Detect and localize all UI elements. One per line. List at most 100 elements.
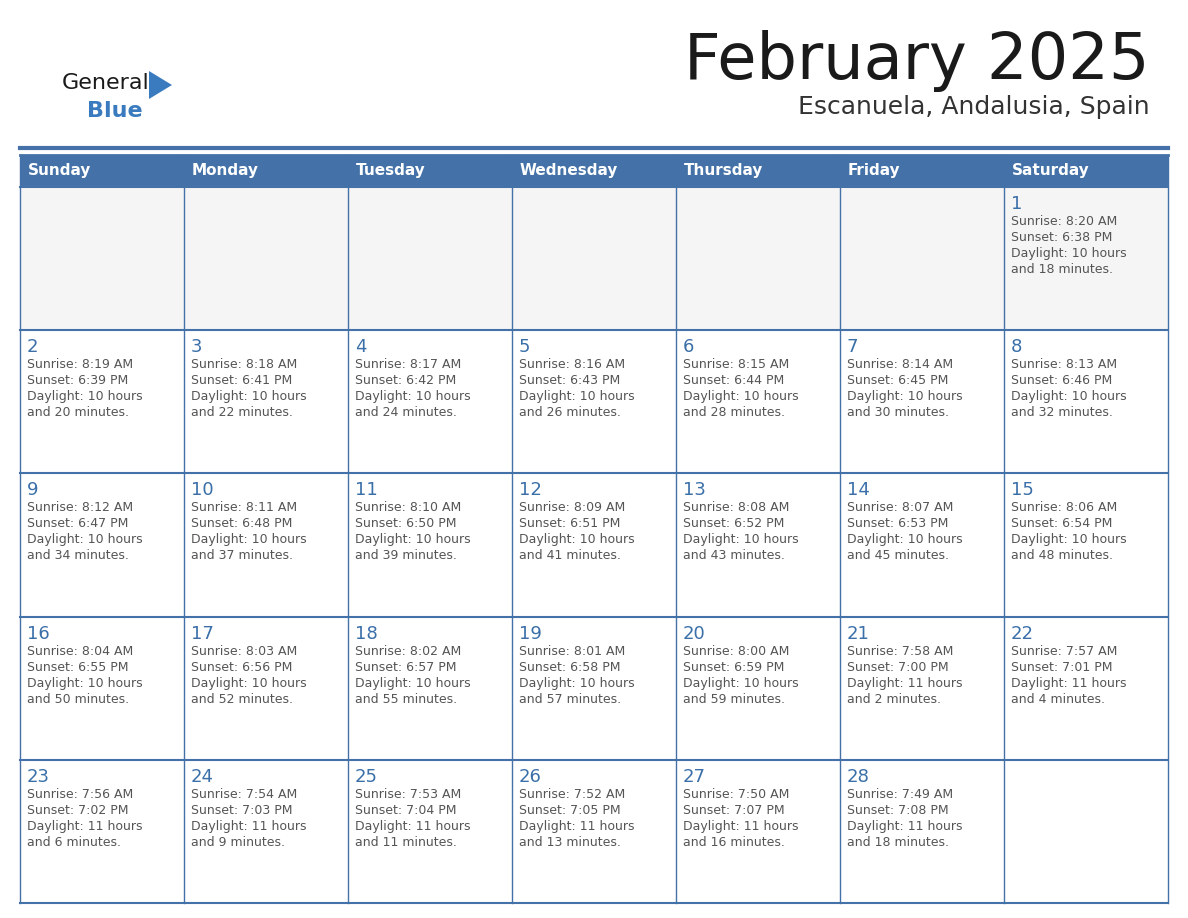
- Text: Sunset: 6:52 PM: Sunset: 6:52 PM: [683, 518, 784, 531]
- Text: Sunrise: 8:02 AM: Sunrise: 8:02 AM: [355, 644, 461, 657]
- Text: 2: 2: [27, 338, 38, 356]
- Text: Sunset: 6:44 PM: Sunset: 6:44 PM: [683, 375, 784, 387]
- Text: Sunset: 6:48 PM: Sunset: 6:48 PM: [191, 518, 292, 531]
- Text: 12: 12: [519, 481, 542, 499]
- Bar: [1004, 760, 1168, 903]
- Text: 5: 5: [519, 338, 531, 356]
- Text: Daylight: 10 hours: Daylight: 10 hours: [355, 533, 470, 546]
- Bar: [676, 760, 840, 903]
- Bar: [348, 330, 512, 474]
- Text: Sunset: 7:01 PM: Sunset: 7:01 PM: [1011, 661, 1112, 674]
- Text: 8: 8: [1011, 338, 1023, 356]
- Text: and 41 minutes.: and 41 minutes.: [519, 549, 621, 563]
- Text: Sunset: 6:46 PM: Sunset: 6:46 PM: [1011, 375, 1112, 387]
- Text: and 45 minutes.: and 45 minutes.: [847, 549, 949, 563]
- Text: and 20 minutes.: and 20 minutes.: [27, 406, 129, 420]
- Text: Daylight: 10 hours: Daylight: 10 hours: [191, 677, 307, 689]
- Text: 16: 16: [27, 624, 50, 643]
- Text: Sunrise: 7:57 AM: Sunrise: 7:57 AM: [1011, 644, 1118, 657]
- Text: 17: 17: [191, 624, 214, 643]
- Bar: [512, 155, 676, 187]
- Bar: [840, 760, 1004, 903]
- Bar: [348, 155, 512, 187]
- Text: Daylight: 10 hours: Daylight: 10 hours: [191, 390, 307, 403]
- Text: Daylight: 11 hours: Daylight: 11 hours: [847, 677, 962, 689]
- Bar: [184, 617, 348, 760]
- Bar: [840, 187, 1004, 330]
- Bar: [512, 474, 676, 617]
- Text: Sunset: 6:43 PM: Sunset: 6:43 PM: [519, 375, 620, 387]
- Text: and 32 minutes.: and 32 minutes.: [1011, 406, 1113, 420]
- Text: Sunset: 6:55 PM: Sunset: 6:55 PM: [27, 661, 128, 674]
- Text: and 18 minutes.: and 18 minutes.: [1011, 263, 1113, 276]
- Text: 18: 18: [355, 624, 378, 643]
- Text: Sunrise: 8:18 AM: Sunrise: 8:18 AM: [191, 358, 297, 371]
- Text: and 11 minutes.: and 11 minutes.: [355, 835, 457, 849]
- Bar: [676, 187, 840, 330]
- Text: Daylight: 10 hours: Daylight: 10 hours: [683, 390, 798, 403]
- Text: Sunrise: 7:56 AM: Sunrise: 7:56 AM: [27, 788, 133, 800]
- Text: 28: 28: [847, 767, 870, 786]
- Text: Daylight: 11 hours: Daylight: 11 hours: [191, 820, 307, 833]
- Text: Sunrise: 7:58 AM: Sunrise: 7:58 AM: [847, 644, 954, 657]
- Text: 4: 4: [355, 338, 367, 356]
- Text: Sunrise: 8:12 AM: Sunrise: 8:12 AM: [27, 501, 133, 514]
- Text: 27: 27: [683, 767, 706, 786]
- Text: Sunset: 6:45 PM: Sunset: 6:45 PM: [847, 375, 948, 387]
- Text: Sunset: 6:39 PM: Sunset: 6:39 PM: [27, 375, 128, 387]
- Text: Sunset: 6:56 PM: Sunset: 6:56 PM: [191, 661, 292, 674]
- Text: and 34 minutes.: and 34 minutes.: [27, 549, 128, 563]
- Text: General: General: [62, 73, 150, 93]
- Text: and 59 minutes.: and 59 minutes.: [683, 692, 785, 706]
- Text: Thursday: Thursday: [684, 163, 764, 178]
- Text: Sunrise: 8:11 AM: Sunrise: 8:11 AM: [191, 501, 297, 514]
- Text: Sunrise: 8:07 AM: Sunrise: 8:07 AM: [847, 501, 954, 514]
- Text: and 26 minutes.: and 26 minutes.: [519, 406, 621, 420]
- Bar: [512, 187, 676, 330]
- Text: Sunset: 6:57 PM: Sunset: 6:57 PM: [355, 661, 456, 674]
- Text: Daylight: 11 hours: Daylight: 11 hours: [355, 820, 470, 833]
- Bar: [676, 155, 840, 187]
- Text: and 16 minutes.: and 16 minutes.: [683, 835, 785, 849]
- Bar: [512, 330, 676, 474]
- Bar: [20, 155, 184, 187]
- Text: 19: 19: [519, 624, 542, 643]
- Bar: [840, 155, 1004, 187]
- Text: Sunset: 6:59 PM: Sunset: 6:59 PM: [683, 661, 784, 674]
- Text: Sunset: 6:58 PM: Sunset: 6:58 PM: [519, 661, 620, 674]
- Text: Daylight: 10 hours: Daylight: 10 hours: [683, 533, 798, 546]
- Text: and 2 minutes.: and 2 minutes.: [847, 692, 941, 706]
- Text: and 50 minutes.: and 50 minutes.: [27, 692, 129, 706]
- Bar: [840, 330, 1004, 474]
- Text: and 52 minutes.: and 52 minutes.: [191, 692, 293, 706]
- Text: Sunrise: 8:04 AM: Sunrise: 8:04 AM: [27, 644, 133, 657]
- Text: Sunrise: 8:20 AM: Sunrise: 8:20 AM: [1011, 215, 1117, 228]
- Text: and 43 minutes.: and 43 minutes.: [683, 549, 785, 563]
- Text: Daylight: 10 hours: Daylight: 10 hours: [1011, 533, 1126, 546]
- Polygon shape: [148, 71, 172, 99]
- Text: Sunrise: 7:53 AM: Sunrise: 7:53 AM: [355, 788, 461, 800]
- Text: and 37 minutes.: and 37 minutes.: [191, 549, 293, 563]
- Bar: [676, 617, 840, 760]
- Text: and 24 minutes.: and 24 minutes.: [355, 406, 457, 420]
- Text: Daylight: 11 hours: Daylight: 11 hours: [519, 820, 634, 833]
- Text: Sunrise: 7:50 AM: Sunrise: 7:50 AM: [683, 788, 789, 800]
- Text: Daylight: 10 hours: Daylight: 10 hours: [27, 533, 143, 546]
- Bar: [512, 760, 676, 903]
- Text: and 57 minutes.: and 57 minutes.: [519, 692, 621, 706]
- Text: Sunrise: 8:15 AM: Sunrise: 8:15 AM: [683, 358, 789, 371]
- Text: and 30 minutes.: and 30 minutes.: [847, 406, 949, 420]
- Bar: [348, 760, 512, 903]
- Bar: [184, 760, 348, 903]
- Text: Sunrise: 8:19 AM: Sunrise: 8:19 AM: [27, 358, 133, 371]
- Text: 20: 20: [683, 624, 706, 643]
- Bar: [348, 187, 512, 330]
- Text: Sunset: 7:04 PM: Sunset: 7:04 PM: [355, 804, 456, 817]
- Text: Sunrise: 7:54 AM: Sunrise: 7:54 AM: [191, 788, 297, 800]
- Text: and 18 minutes.: and 18 minutes.: [847, 835, 949, 849]
- Text: Sunset: 7:08 PM: Sunset: 7:08 PM: [847, 804, 949, 817]
- Text: Sunrise: 7:52 AM: Sunrise: 7:52 AM: [519, 788, 625, 800]
- Text: Sunrise: 8:03 AM: Sunrise: 8:03 AM: [191, 644, 297, 657]
- Text: 7: 7: [847, 338, 859, 356]
- Text: Sunset: 6:53 PM: Sunset: 6:53 PM: [847, 518, 948, 531]
